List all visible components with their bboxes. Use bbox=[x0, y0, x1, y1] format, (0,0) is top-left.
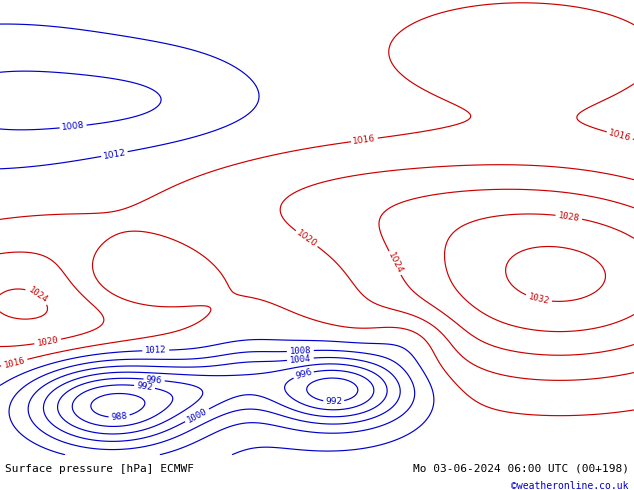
Text: 1020: 1020 bbox=[295, 228, 318, 249]
Text: 988: 988 bbox=[111, 412, 127, 422]
Text: Mo 03-06-2024 06:00 UTC (00+198): Mo 03-06-2024 06:00 UTC (00+198) bbox=[413, 464, 629, 474]
Text: 1012: 1012 bbox=[145, 345, 167, 355]
Text: 1000: 1000 bbox=[185, 406, 209, 424]
Text: 1016: 1016 bbox=[607, 128, 632, 143]
Text: ©weatheronline.co.uk: ©weatheronline.co.uk bbox=[512, 481, 629, 490]
Text: 992: 992 bbox=[136, 381, 153, 392]
Text: 1008: 1008 bbox=[289, 346, 311, 356]
Text: 992: 992 bbox=[325, 397, 342, 406]
Text: 1016: 1016 bbox=[3, 356, 26, 369]
Text: 1032: 1032 bbox=[527, 292, 550, 306]
Text: Surface pressure [hPa] ECMWF: Surface pressure [hPa] ECMWF bbox=[5, 464, 194, 474]
Text: 1016: 1016 bbox=[353, 134, 377, 146]
Text: 1012: 1012 bbox=[102, 147, 126, 161]
Text: 1004: 1004 bbox=[289, 354, 311, 365]
Text: 1008: 1008 bbox=[61, 121, 85, 132]
Text: 996: 996 bbox=[294, 368, 313, 381]
Text: 1024: 1024 bbox=[26, 285, 49, 305]
Text: 1024: 1024 bbox=[385, 251, 404, 275]
Text: 1028: 1028 bbox=[557, 211, 580, 223]
Text: 996: 996 bbox=[146, 375, 162, 385]
Text: 1020: 1020 bbox=[36, 335, 59, 348]
